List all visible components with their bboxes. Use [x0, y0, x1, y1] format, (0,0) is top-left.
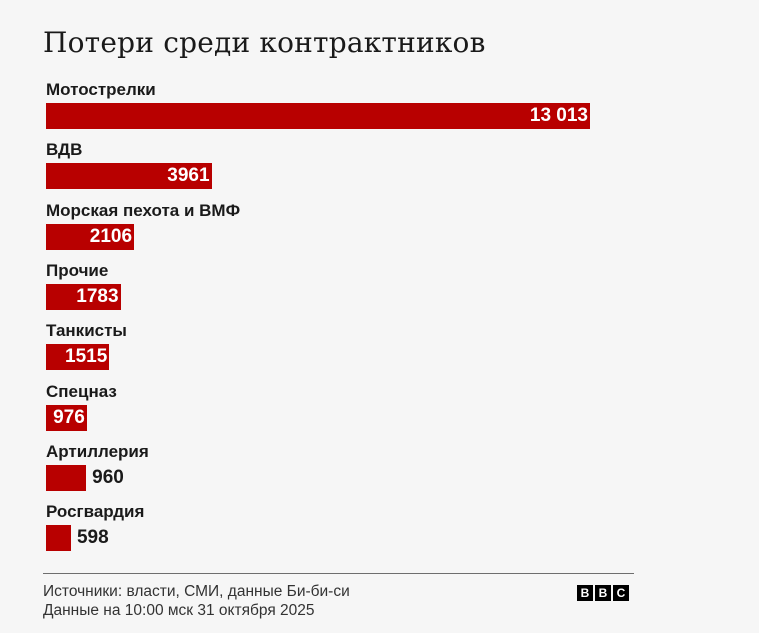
bbc-logo-letter-1: B	[577, 585, 593, 601]
category-label: Прочие	[46, 260, 109, 280]
bar	[46, 103, 590, 129]
category-label: Артиллерия	[46, 441, 149, 461]
category-label: ВДВ	[46, 140, 83, 160]
category-label: Морская пехота и ВМФ	[46, 200, 241, 220]
bar	[46, 163, 212, 190]
chart-title: Потери среди контрактников	[43, 26, 486, 59]
bar	[46, 525, 71, 552]
category-label: Спецназ	[46, 381, 117, 401]
bbc-logo-letter-3: C	[613, 585, 629, 601]
footer-divider	[43, 573, 634, 574]
category-label: Росгвардия	[46, 502, 145, 522]
value-label: 976	[53, 406, 85, 428]
bar	[46, 464, 87, 491]
value-label: 1515	[65, 346, 108, 368]
value-label: 13 013	[529, 105, 588, 126]
bar	[46, 404, 87, 431]
bar-chart: Мотострелки 13 013 ВДВ 3961 Морская пехота и…	[46, 80, 590, 552]
bbc-logo: B B C	[577, 585, 629, 601]
source-note: Источники: власти, СМИ, данные Би-би-си	[43, 583, 350, 600]
value-label: 2106	[89, 225, 133, 247]
value-label: 598	[76, 527, 109, 549]
bar	[46, 344, 110, 371]
bar	[46, 223, 135, 250]
bar	[46, 283, 121, 310]
date-note: Данные на 10:00 мск 31 октября 2025	[43, 602, 315, 619]
value-label: 1783	[76, 285, 119, 307]
category-label: Танкисты	[46, 321, 127, 341]
bbc-logo-letter-2: B	[595, 585, 611, 601]
category-label: Мотострелки	[46, 80, 156, 99]
footer-notes: Источники: власти, СМИ, данные Би-би-си …	[43, 582, 350, 620]
value-label: 960	[92, 466, 124, 488]
value-label: 3961	[167, 165, 210, 187]
